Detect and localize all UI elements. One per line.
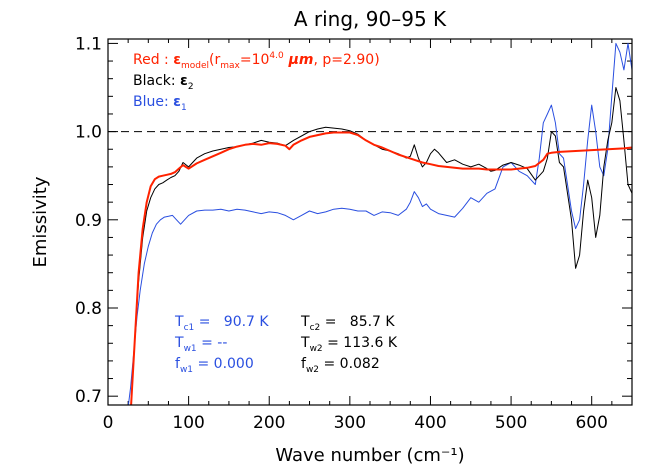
param-value: = 85.7 K <box>320 314 395 330</box>
x-tick-label: 600 <box>575 413 607 433</box>
param-right-0: Tc2 = 85.7 K <box>300 314 395 333</box>
legend-symbol: ε <box>180 73 188 89</box>
legend-entry-model: Red : εmodel(rmax=104.0 μm, p=2.90) <box>133 51 380 71</box>
legend: Red : εmodel(rmax=104.0 μm, p=2.90)Black… <box>133 51 380 113</box>
x-axis-label: Wave number (cm⁻¹) <box>275 445 464 466</box>
legend-sub: 1 <box>181 103 187 113</box>
param-sub: w1 <box>184 344 197 354</box>
param-right-1: Tw2 = 113.6 K <box>300 335 398 354</box>
x-tick-label: 0 <box>103 413 114 433</box>
legend-sub: model <box>181 61 209 71</box>
param-left-2: fw1 = 0.000 <box>175 356 254 375</box>
param-sub: w1 <box>180 365 193 375</box>
param-symbol: T <box>300 314 310 330</box>
y-axis-label: Emissivity <box>30 176 51 267</box>
x-tick-label: 200 <box>253 413 285 433</box>
param-left-0: Tc1 = 90.7 K <box>174 314 269 333</box>
series-line <box>127 42 632 405</box>
legend-sup: 4.0 <box>269 51 284 61</box>
x-tick-label: 100 <box>172 413 204 433</box>
y-tick-label: 1.1 <box>75 34 102 54</box>
series-line <box>130 131 632 405</box>
param-symbol: f <box>175 356 181 372</box>
param-value: = 0.000 <box>193 356 254 372</box>
legend-eq: =10 <box>240 52 270 68</box>
x-tick-label: 300 <box>334 413 366 433</box>
param-value: = 0.082 <box>319 356 380 372</box>
plot-frame <box>107 38 633 406</box>
param-symbol: T <box>300 335 310 351</box>
x-tick-label: 500 <box>495 413 527 433</box>
legend-prefix: Red : <box>133 52 173 68</box>
legend-tail: , p=2.90) <box>314 52 380 68</box>
param-sub: c2 <box>310 323 321 333</box>
axis-ticks: 0 100 200 300 400 500 600 0.7 0.8 0.9 1.0 1.1 <box>75 34 632 433</box>
legend-rsub: max <box>220 61 240 71</box>
legend-entry-2: Blue: ε1 <box>133 94 187 113</box>
param-sub: w2 <box>310 344 323 354</box>
series-line <box>130 87 632 405</box>
param-value: = 113.6 K <box>323 335 398 351</box>
param-value: = 90.7 K <box>194 314 269 330</box>
y-tick-label: 0.7 <box>75 387 102 407</box>
param-left-1: Tw1 = -- <box>174 335 227 354</box>
param-sub: c1 <box>184 323 195 333</box>
param-value: = -- <box>197 335 228 351</box>
legend-symbol: ε <box>173 94 181 110</box>
y-tick-label: 1.0 <box>75 123 102 143</box>
y-tick-label: 0.8 <box>75 299 102 319</box>
param-symbol: f <box>301 356 307 372</box>
param-right-2: fw2 = 0.082 <box>301 356 380 375</box>
data-lines <box>108 42 632 405</box>
param-sub: w2 <box>306 365 319 375</box>
y-tick-label: 0.9 <box>75 211 102 231</box>
legend-open: (r <box>209 52 220 68</box>
legend-sub: 2 <box>188 82 194 92</box>
param-symbol: T <box>174 314 184 330</box>
param-symbol: T <box>174 335 184 351</box>
legend-unit: μm <box>284 52 314 68</box>
legend-prefix: Black: <box>133 73 180 89</box>
legend-entry-1: Black: ε2 <box>133 73 194 92</box>
chart-title: A ring, 90–95 K <box>294 7 447 31</box>
x-tick-label: 400 <box>414 413 446 433</box>
legend-prefix: Blue: <box>133 94 173 110</box>
legend-symbol: ε <box>173 52 181 68</box>
